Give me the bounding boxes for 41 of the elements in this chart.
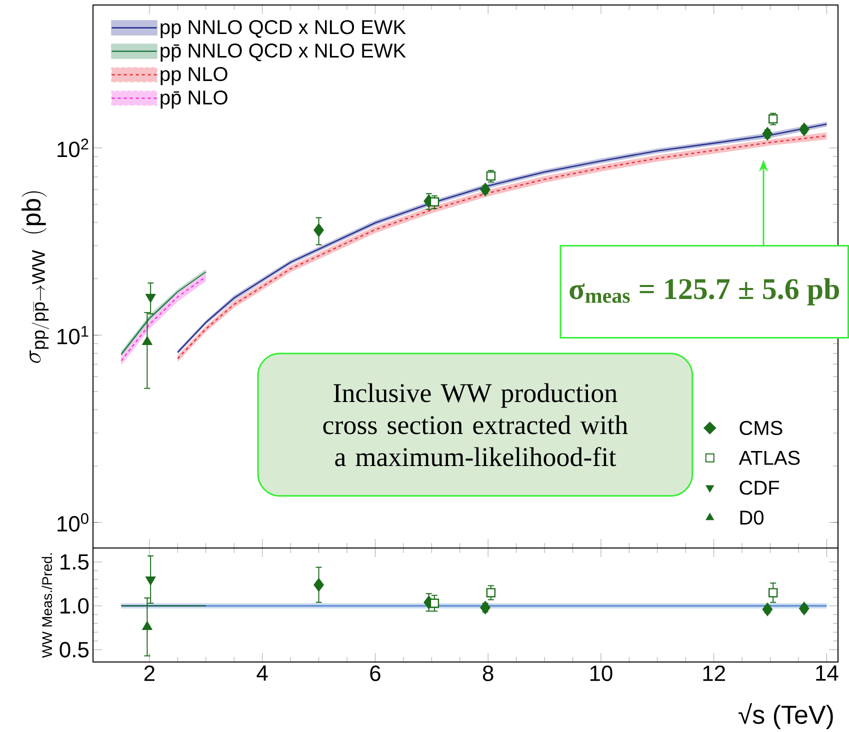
legend-label: D0 xyxy=(740,510,764,524)
point xyxy=(486,171,496,180)
legend-label: CDF xyxy=(740,480,780,495)
annotation: σ$_{meas}$ = 125.7 ± 5.6 pb xyxy=(570,278,840,306)
point xyxy=(768,114,778,124)
point xyxy=(146,294,156,302)
legend-label: pp NNLO QCD x NLO EWK xyxy=(160,20,406,38)
x-tick-label: 4 xyxy=(256,665,268,680)
point xyxy=(762,602,773,616)
x-tick-label: 2 xyxy=(144,665,154,681)
legend-label: pp̄ NLO xyxy=(160,90,228,108)
point xyxy=(762,126,773,140)
y-tick-label: 0.5 xyxy=(60,642,89,658)
x-tick-label: 6 xyxy=(370,665,380,681)
x-tick-label: 14 xyxy=(816,665,838,680)
legend-label: ATLAS xyxy=(738,450,800,465)
point xyxy=(430,598,440,608)
y-tick-label: 10$^{2}$ xyxy=(58,138,88,157)
y-tick-label: 1.0 xyxy=(60,598,89,614)
legend-label: CMS xyxy=(740,420,782,435)
point xyxy=(799,122,810,136)
x-tick-label: 10 xyxy=(590,665,612,681)
annotation: Inclusive WW production cross section extracted with a maximum-likelihood-fit xyxy=(323,383,628,466)
point xyxy=(799,602,810,615)
point xyxy=(486,588,496,598)
point xyxy=(314,223,324,237)
legend-label: pp̄ NNLO QCD x NLO EWK xyxy=(160,43,406,62)
point xyxy=(768,588,778,598)
y-tick-label: 10$^{1}$ xyxy=(58,326,88,344)
point xyxy=(314,578,324,592)
point xyxy=(142,336,152,345)
x-axis-title: √s (TeV) xyxy=(738,702,833,729)
y-axis-title: WW Meas./Pred. xyxy=(42,553,52,658)
point xyxy=(142,621,152,630)
point xyxy=(146,576,156,585)
y-axis-title: $\sigma_{\mathrm{pp/p\overline{p}}\rightarrow\mathrm{WW}}\;\;(\mathrm{pb})$ xyxy=(22,191,50,363)
y-tick-label: 10$^{0}$ xyxy=(58,512,88,532)
x-tick-label: 12 xyxy=(703,665,725,681)
legend-label: pp NLO xyxy=(160,66,228,85)
x-tick-label: 8 xyxy=(482,665,494,681)
y-tick-label: 1.5 xyxy=(60,554,89,570)
